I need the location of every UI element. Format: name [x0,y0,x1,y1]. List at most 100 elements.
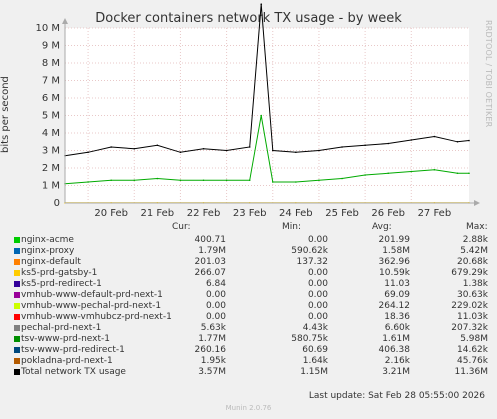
series-point [341,146,343,148]
legend-value-cur: 3.57M [198,367,226,377]
legend-value-avg: 69.09 [384,290,410,300]
y-tick-label: 3 M [42,146,60,157]
legend-swatch [14,237,20,243]
legend-value-avg: 406.38 [378,345,411,355]
legend-value-max: 2.88k [462,235,488,245]
legend-swatch [14,314,20,320]
series-point [87,151,89,154]
x-tick-label: 21 Feb [141,208,175,219]
x-tick-label: 25 Feb [325,208,359,219]
series-point [341,177,343,180]
legend-value-max: 11.03k [457,312,488,322]
legend-value-max: 1.38k [462,279,488,289]
legend-series-name: tsv-www-prd-next-1 [21,334,111,344]
x-tick-label: 23 Feb [233,208,267,219]
legend-header-cur: Cur: [172,222,191,232]
legend-value-cur: 0.00 [205,301,226,311]
series-point [179,179,182,182]
legend-value-cur: 1.95k [200,356,226,366]
y-tick-label: 0 [54,198,60,209]
series-point [202,179,205,182]
legend-value-min: 0.00 [307,290,328,300]
legend-value-avg: 6.60k [384,323,410,333]
y-tick-labels: 0 1 M 2 M 3 M 4 M 5 M 6 M 7 M 8 M 9 M 10 M [35,23,60,209]
series-line [64,4,470,157]
legend-swatch [14,303,20,309]
legend-value-min: 60.69 [302,345,328,355]
legend-series-name: tsv-www-prd-redirect-1 [21,345,125,355]
legend-value-max: 45.76k [457,356,488,366]
series-point [468,139,470,142]
x-tick-labels: 20 Feb 21 Feb 22 Feb 23 Feb 24 Feb 25 Feb 26 F… [94,208,451,219]
legend-value-min: 0.00 [307,301,328,311]
y-tick-label: 1 M [42,181,60,192]
legend-row: vmhub-www-vmhubcz-prd-next-1 0.00 0.00 18.3… [14,312,494,323]
legend-value-cur: 1.79M [198,246,226,256]
legend-swatch [14,248,20,254]
y-tick-label: 7 M [42,76,60,87]
legend-value-avg: 1.61M [382,334,410,344]
series-point [387,142,390,145]
legend-series-name: vmhub-www-pechal-prd-next-1 [21,301,162,311]
series-point [110,179,112,182]
legend-value-min: 590.62k [291,246,328,256]
legend-value-min: 0.00 [307,235,328,245]
legend-swatch [14,336,20,342]
legend-value-avg: 10.59k [379,268,410,278]
legend-value-min: 0.00 [307,312,328,322]
legend-swatch [14,358,20,364]
legend-row: Total network TX usage 3.57M 1.15M 3.21M 11.… [14,367,494,378]
x-tick-label: 22 Feb [187,208,221,219]
series-point [433,135,436,138]
legend-value-cur: 0.00 [205,312,226,322]
legend-row: nginx-acme 400.71 0.00 201.99 2.88k [14,235,494,246]
last-update: Last update: Sat Feb 28 05:55:00 2026 [308,391,485,401]
legend-row: ks5-prd-gatsby-1 266.07 0.00 10.59k 679.29k [14,268,494,279]
legend-value-cur: 260.16 [194,345,227,355]
legend-row: nginx-proxy 1.79M 590.62k 1.58M 5.42M [14,246,494,257]
legend-row: vmhub-www-default-prd-next-1 0.00 0.00 69.0… [14,290,494,301]
series-point [87,181,89,183]
legend-value-max: 20.68k [457,257,488,267]
y-tick-label: 10 M [35,23,60,34]
series-point [271,181,274,183]
legend-header-max: Max: [466,222,488,232]
legend-value-max: 5.42M [460,246,488,256]
legend-row: ks5-prd-redirect-1 6.84 0.00 11.03 1.38k [14,279,494,290]
legend-swatch [14,292,20,298]
series-point [260,3,263,5]
series-point [248,179,251,182]
x-tick-label: 26 Feb [371,208,405,219]
series-point [225,179,228,182]
series-point [295,151,297,154]
legend-value-cur: 5.63k [200,323,226,333]
legend-series-name: nginx-acme [21,235,74,245]
series-point [410,139,413,141]
y-tick-label: 5 M [42,111,60,122]
legend-value-cur: 266.07 [194,268,227,278]
legend-header-min: Min: [282,222,302,232]
legend-swatch [14,369,20,375]
legend-series-name: vmhub-www-default-prd-next-1 [21,290,163,300]
legend-value-min: 137.32 [296,257,329,267]
legend-row: tsv-www-prd-next-1 1.77M 580.75k 1.61M 5.98M [14,334,494,345]
legend-value-avg: 362.96 [378,257,411,267]
legend-value-max: 229.02k [451,301,488,311]
series-point [295,181,297,183]
legend-value-cur: 400.71 [194,235,227,245]
chart-canvas: 01 M2 M3 M4 M5 M6 M7 M8 M9 M10 M 20 Feb 2… [35,3,480,219]
series-point [133,147,136,150]
chart-title: Docker containers network TX usage - by … [95,11,402,26]
legend-value-max: 5.98M [460,334,488,344]
x-tick-label: 27 Feb [418,208,452,219]
series-point [156,144,159,147]
series-point [260,114,263,117]
legend-series-name: ks5-prd-redirect-1 [21,279,102,289]
legend-value-max: 679.29k [451,268,488,278]
legend-value-min: 1.64k [302,356,328,366]
legend-row: tsv-www-prd-redirect-1 260.16 60.69 406.38 1… [14,345,494,356]
y-axis-arrow [62,18,68,24]
series-point [248,146,251,148]
legend-series-name: nginx-default [21,257,81,267]
legend-series-name: nginx-proxy [21,246,75,256]
